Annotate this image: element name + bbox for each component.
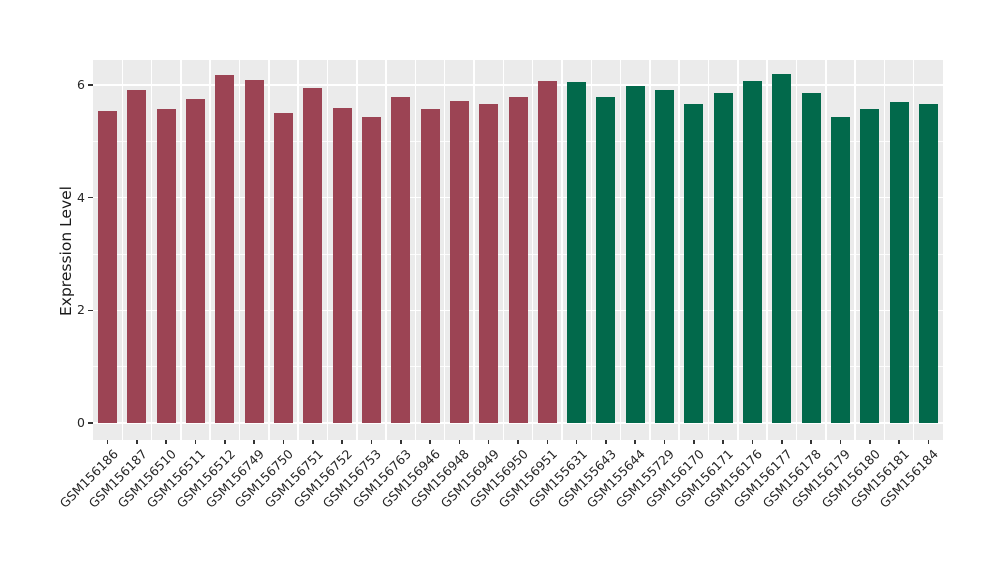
gridline-vertical <box>385 60 387 440</box>
gridline-vertical <box>180 60 182 440</box>
y-tick-mark <box>88 422 93 424</box>
x-tick-mark <box>399 440 402 444</box>
bar-GSM156948 <box>449 100 469 423</box>
y-tick-label: 4 <box>77 189 85 205</box>
x-tick-mark <box>194 440 197 444</box>
gridline-vertical <box>883 60 886 440</box>
gridline-vertical <box>737 60 739 440</box>
gridline-vertical <box>854 60 856 440</box>
gridline-vertical <box>766 60 768 440</box>
gridline-vertical <box>502 60 505 440</box>
y-tick-mark <box>88 196 93 199</box>
gridline-vertical <box>678 60 680 440</box>
bar-GSM156511 <box>186 99 206 423</box>
bar-GSM156763 <box>391 96 411 423</box>
bar-GSM156510 <box>156 108 176 423</box>
x-tick-mark <box>898 440 900 444</box>
x-tick-mark <box>663 440 666 444</box>
bar-GSM156946 <box>420 108 440 423</box>
x-tick-mark <box>487 440 490 444</box>
gridline-vertical <box>561 60 563 440</box>
x-tick-mark <box>751 440 754 444</box>
bar-GSM156176 <box>742 80 762 423</box>
gridline-vertical <box>121 60 124 440</box>
bar-GSM156749 <box>244 79 264 423</box>
gridline-vertical <box>150 60 153 440</box>
bar-GSM155644 <box>625 85 645 423</box>
bar-GSM156171 <box>713 93 733 423</box>
gridline-vertical <box>912 60 915 440</box>
x-tick-mark <box>634 440 637 444</box>
x-tick-mark <box>868 440 871 444</box>
bar-GSM156512 <box>215 75 235 423</box>
x-tick-mark <box>780 440 783 444</box>
gridline-vertical <box>649 60 651 440</box>
x-tick-mark <box>810 440 812 444</box>
x-tick-mark <box>312 440 314 444</box>
y-tick-label: 2 <box>77 302 85 318</box>
gridline-vertical <box>268 60 270 440</box>
gridline-vertical <box>326 60 329 440</box>
bar-GSM156184 <box>918 104 938 423</box>
bar-GSM156179 <box>830 117 850 423</box>
x-tick-mark <box>165 440 168 444</box>
x-tick-mark <box>605 440 607 444</box>
gridline-vertical <box>590 60 593 440</box>
bar-GSM156950 <box>508 97 528 423</box>
x-tick-mark <box>517 440 519 444</box>
x-tick-mark <box>282 440 285 444</box>
x-tick-mark <box>253 440 255 444</box>
y-tick-mark <box>88 309 93 312</box>
bar-GSM155631 <box>567 81 587 423</box>
bar-GSM156753 <box>361 117 381 423</box>
x-tick-mark <box>458 440 461 444</box>
bar-GSM156181 <box>889 101 909 423</box>
x-tick-mark <box>370 440 373 444</box>
plot-panel <box>93 60 943 440</box>
bar-GSM156180 <box>860 109 880 423</box>
bar-GSM156949 <box>479 104 499 423</box>
gridline-vertical <box>356 60 358 440</box>
gridline-vertical <box>238 60 241 440</box>
gridline-vertical <box>443 60 446 440</box>
bar-GSM156187 <box>127 90 147 423</box>
x-tick-mark <box>341 440 343 444</box>
x-tick-mark <box>575 440 578 444</box>
y-tick-label: 6 <box>77 77 85 93</box>
bar-GSM156750 <box>274 113 294 423</box>
y-tick-mark <box>88 84 93 86</box>
x-tick-mark <box>839 440 842 444</box>
bar-GSM156177 <box>772 73 792 423</box>
x-tick-mark <box>546 440 549 444</box>
bar-GSM156951 <box>537 80 557 423</box>
y-tick-label: 0 <box>77 415 85 430</box>
gridline-major-horizontal <box>93 84 943 86</box>
bar-GSM156752 <box>332 107 352 423</box>
bar-GSM156186 <box>98 110 118 423</box>
gridline-vertical <box>531 60 534 440</box>
x-tick-mark <box>106 440 109 444</box>
bar-GSM156170 <box>684 103 704 423</box>
gridline-vertical <box>414 60 417 440</box>
gridline-major-horizontal <box>93 422 943 424</box>
gridline-vertical <box>825 60 827 440</box>
gridline-vertical <box>707 60 710 440</box>
x-tick-mark <box>927 440 930 444</box>
x-tick-mark <box>722 440 724 444</box>
gridline-vertical <box>619 60 622 440</box>
gridline-vertical <box>209 60 211 440</box>
y-axis-title: Expression Level <box>57 186 75 316</box>
x-tick-mark <box>429 440 431 444</box>
x-tick-mark <box>693 440 695 444</box>
bar-GSM156178 <box>801 92 821 423</box>
gridline-vertical <box>297 60 299 440</box>
bar-GSM155643 <box>596 96 616 423</box>
gridline-vertical <box>473 60 475 440</box>
bar-GSM156751 <box>303 87 323 423</box>
bar-GSM155729 <box>655 90 675 423</box>
gridline-vertical <box>795 60 798 440</box>
x-tick-mark <box>136 440 138 444</box>
x-tick-mark <box>224 440 226 444</box>
